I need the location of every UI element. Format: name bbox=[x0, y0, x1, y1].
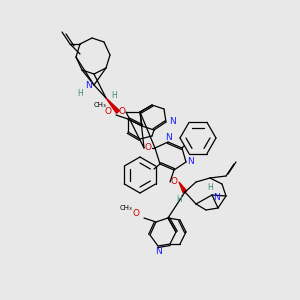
Polygon shape bbox=[106, 98, 119, 113]
Polygon shape bbox=[179, 182, 187, 193]
Text: N: N bbox=[169, 118, 176, 127]
Text: O: O bbox=[145, 143, 152, 152]
Text: CH₃: CH₃ bbox=[94, 102, 106, 108]
Text: O: O bbox=[133, 209, 140, 218]
Text: H: H bbox=[207, 182, 213, 191]
Text: H: H bbox=[176, 196, 182, 205]
Text: CH₃: CH₃ bbox=[120, 205, 132, 211]
Text: N: N bbox=[85, 80, 92, 89]
Text: N: N bbox=[165, 134, 171, 142]
Text: O: O bbox=[104, 106, 112, 116]
Text: N: N bbox=[156, 248, 162, 256]
Text: N: N bbox=[214, 194, 220, 202]
Text: N: N bbox=[188, 158, 194, 166]
Text: H: H bbox=[77, 88, 83, 98]
Text: O: O bbox=[170, 178, 178, 187]
Text: O: O bbox=[118, 107, 125, 116]
Text: H: H bbox=[111, 91, 117, 100]
